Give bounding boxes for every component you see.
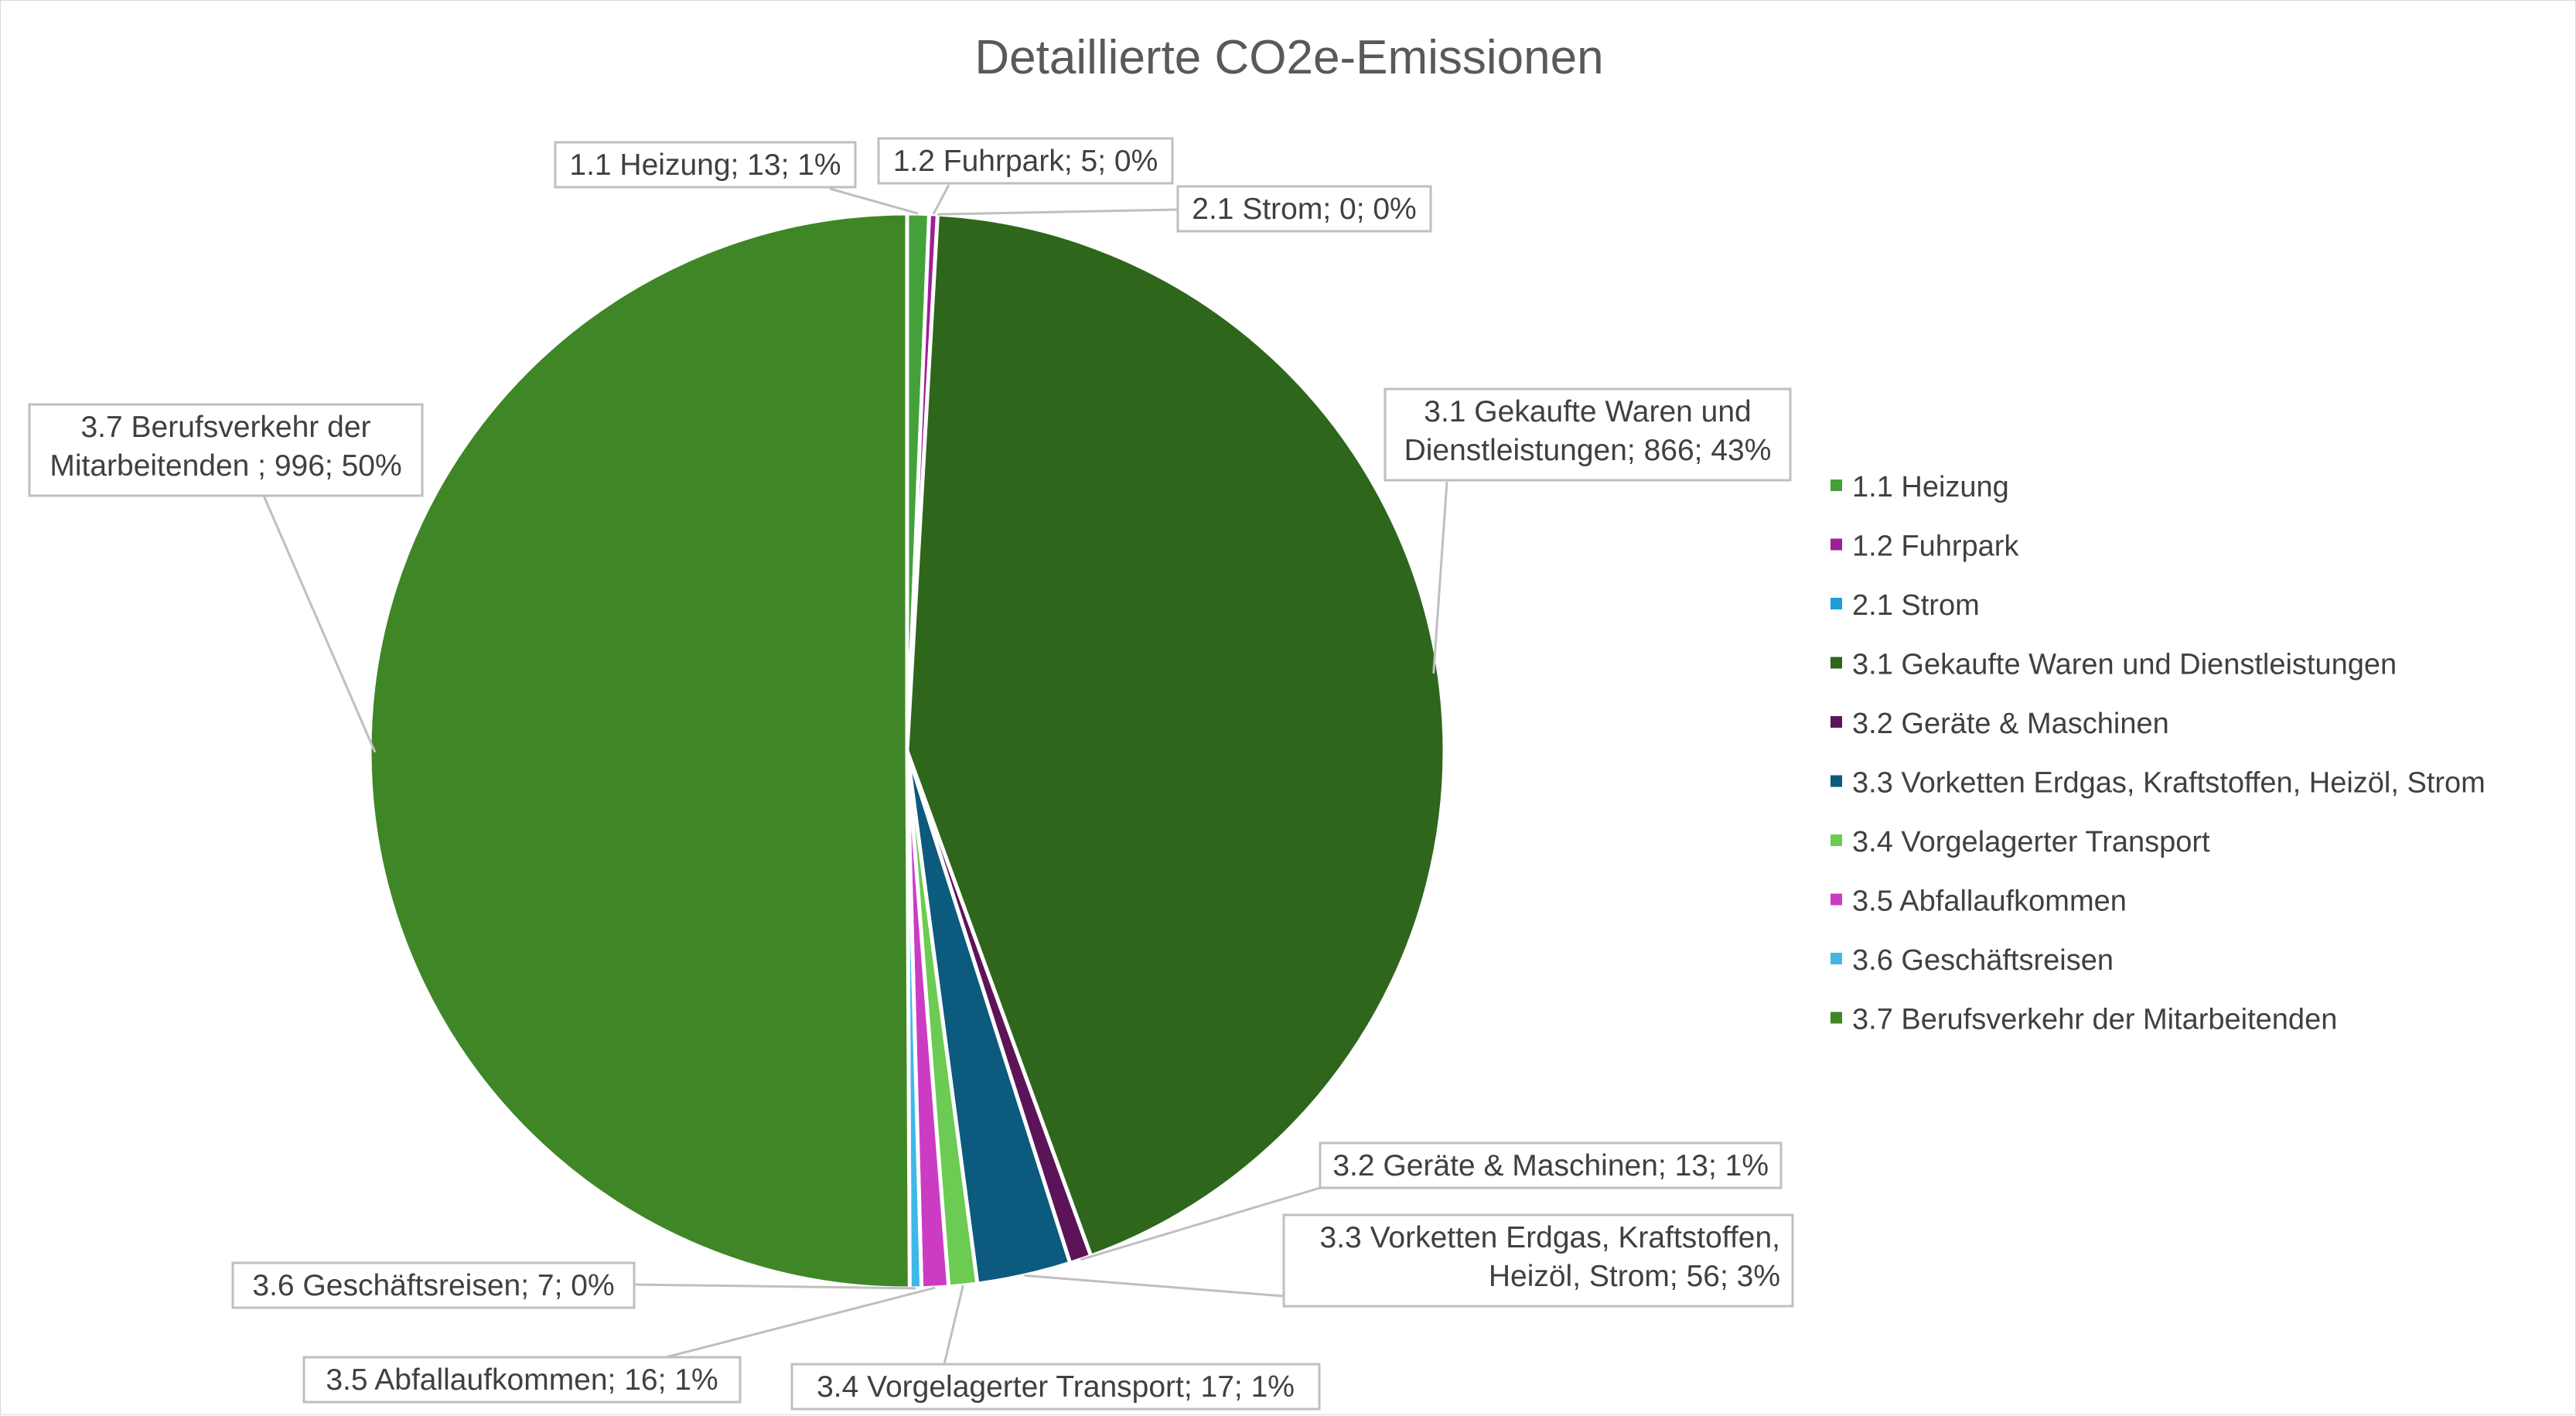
legend-swatch: [1830, 479, 1842, 491]
data-label-3-4-vorgelagerter-transport: 3.4 Vorgelagerter Transport; 17; 1%: [790, 1363, 1321, 1411]
leader-line-3-5-abfallaufkommen: [665, 1286, 936, 1359]
data-label-3-2-geraete-maschinen: 3.2 Geräte & Maschinen; 13; 1%: [1319, 1141, 1783, 1189]
legend-item-2-1-strom: 2.1 Strom: [1830, 589, 1980, 622]
data-label-box: [554, 141, 857, 189]
legend-swatch: [1830, 953, 1842, 964]
legend-swatch: [1830, 538, 1842, 551]
data-label-box: [790, 1363, 1321, 1411]
data-label-3-6-geschaeftsreisen: 3.6 Geschäftsreisen; 7; 0%: [231, 1261, 636, 1309]
pie-slice-3-1-gekaufte-waren-und-dienstleistungen: [905, 212, 1447, 1259]
data-label-box: [28, 403, 424, 497]
legend-swatch: [1830, 834, 1842, 846]
data-label-3-5-abfallaufkommen: 3.5 Abfallaufkommen; 16; 1%: [302, 1356, 742, 1404]
legend-item-3-6-geschaeftsreisen: 3.6 Geschäftsreisen: [1830, 944, 2114, 977]
legend-label: 1.2 Fuhrpark: [1852, 531, 2019, 563]
data-label-box: [877, 137, 1174, 185]
pie-slice-3-7-berufsverkehr-der-mitarbeitenden: [367, 211, 912, 1291]
data-label-text: 3.4 Vorgelagerter Transport; 17; 1%: [817, 1370, 1295, 1404]
legend-swatch: [1830, 1012, 1842, 1024]
leader-line-3-1-gekaufte-waren-und-dienstleistungen: [1432, 481, 1448, 674]
data-label-text: 1.2 Fuhrpark; 5; 0%: [893, 145, 1158, 178]
legend-item-3-5-abfallaufkommen: 3.5 Abfallaufkommen: [1830, 885, 2127, 918]
data-label-box: [1176, 185, 1432, 233]
data-label-text: Dienstleistungen; 866; 43%: [1404, 434, 1772, 467]
legend-swatch: [1830, 657, 1842, 669]
leader-line-1-2-fuhrpark: [932, 184, 950, 215]
chart-title: Detaillierte CO2e-Emissionen: [974, 31, 1603, 84]
legend-swatch: [1830, 775, 1842, 787]
data-label-text: 3.5 Abfallaufkommen; 16; 1%: [326, 1363, 718, 1397]
legend-swatch: [1830, 598, 1842, 609]
legend-label: 3.1 Gekaufte Waren und Dienstleistungen: [1852, 649, 2397, 681]
legend-item-3-2-geraete-maschinen: 3.2 Geräte & Maschinen: [1830, 708, 2169, 740]
data-label-text: 3.2 Geräte & Maschinen; 13; 1%: [1332, 1149, 1769, 1182]
legend-label: 2.1 Strom: [1852, 589, 1980, 622]
legend-item-1-1-heizung: 1.1 Heizung: [1830, 471, 2009, 503]
leader-line-2-1-strom: [937, 208, 1179, 216]
data-label-box: [1319, 1141, 1783, 1189]
data-label-box: [231, 1261, 636, 1309]
leader-line-3-3-vorketten-erdgas-kraftstoffen-heizoel-strom: [1024, 1274, 1285, 1298]
data-label-text: Heizöl, Strom; 56; 3%: [1489, 1260, 1780, 1293]
leader-line-3-2-geraete-maschinen: [1080, 1186, 1321, 1261]
legend-item-3-4-vorgelagerter-transport: 3.4 Vorgelagerter Transport: [1830, 826, 2210, 858]
data-label-text: Mitarbeitenden ; 996; 50%: [49, 449, 401, 483]
legend-label: 3.7 Berufsverkehr der Mitarbeitenden: [1852, 1004, 2337, 1036]
leader-line-3-4-vorgelagerter-transport: [943, 1285, 964, 1365]
data-label-text: 3.6 Geschäftsreisen; 7; 0%: [252, 1269, 614, 1302]
data-label-1-1-heizung: 1.1 Heizung; 13; 1%: [554, 141, 857, 189]
leader-line-3-7-berufsverkehr-der-mitarbeitenden: [262, 495, 377, 753]
data-label-3-1-gekaufte-waren-und-dienstleistungen: 3.1 Gekaufte Waren und Dienstleistungen; …: [1384, 387, 1792, 482]
leader-line-1-1-heizung: [829, 187, 919, 215]
data-label-text: 3.7 Berufsverkehr der: [80, 411, 370, 444]
legend-label: 3.3 Vorketten Erdgas, Kraftstoffen, Heiz…: [1852, 767, 2486, 800]
data-label-2-1-strom: 2.1 Strom; 0; 0%: [1176, 185, 1432, 233]
data-label-box: [302, 1356, 742, 1404]
data-label-text: 3.1 Gekaufte Waren und: [1424, 395, 1751, 428]
legend: 1.1 Heizung 1.2 Fuhrpark 2.1 Strom 3.1 Geka…: [1830, 471, 2486, 1036]
legend-swatch: [1830, 893, 1842, 906]
legend-label: 3.2 Geräte & Maschinen: [1852, 708, 2169, 740]
data-label-text: 1.1 Heizung; 13; 1%: [569, 148, 841, 182]
legend-item-3-7-berufsverkehr-der-mitarbeitenden: 3.7 Berufsverkehr der Mitarbeitenden: [1830, 1004, 2337, 1036]
data-label-text: 2.1 Strom; 0; 0%: [1192, 193, 1416, 226]
data-label-box: [1282, 1213, 1794, 1308]
leader-line-3-6-geschaeftsreisen: [633, 1283, 916, 1290]
data-label-3-7-berufsverkehr-der-mitarbeitenden: 3.7 Berufsverkehr der Mitarbeitenden ; 99…: [28, 403, 424, 497]
legend-item-3-3-vorketten-erdgas-kraftstoffen-heizoel-strom: 3.3 Vorketten Erdgas, Kraftstoffen, Heiz…: [1830, 767, 2486, 800]
legend-label: 3.5 Abfallaufkommen: [1852, 885, 2127, 918]
legend-item-1-2-fuhrpark: 1.2 Fuhrpark: [1830, 531, 2019, 563]
legend-label: 1.1 Heizung: [1852, 471, 2009, 503]
data-label-3-3-vorketten-erdgas-kraftstoffen-heizoel-strom: 3.3 Vorketten Erdgas, Kraftstoffen, Heizö…: [1282, 1213, 1794, 1308]
legend-item-3-1-gekaufte-waren-und-dienstleistungen: 3.1 Gekaufte Waren und Dienstleistungen: [1830, 649, 2397, 681]
legend-label: 3.4 Vorgelagerter Transport: [1852, 826, 2210, 858]
data-label-1-2-fuhrpark: 1.2 Fuhrpark; 5; 0%: [877, 137, 1174, 185]
data-label-box: [1384, 387, 1792, 482]
data-label-text: 3.3 Vorketten Erdgas, Kraftstoffen,: [1320, 1221, 1780, 1254]
legend-swatch: [1830, 716, 1842, 728]
legend-label: 3.6 Geschäftsreisen: [1852, 944, 2114, 977]
